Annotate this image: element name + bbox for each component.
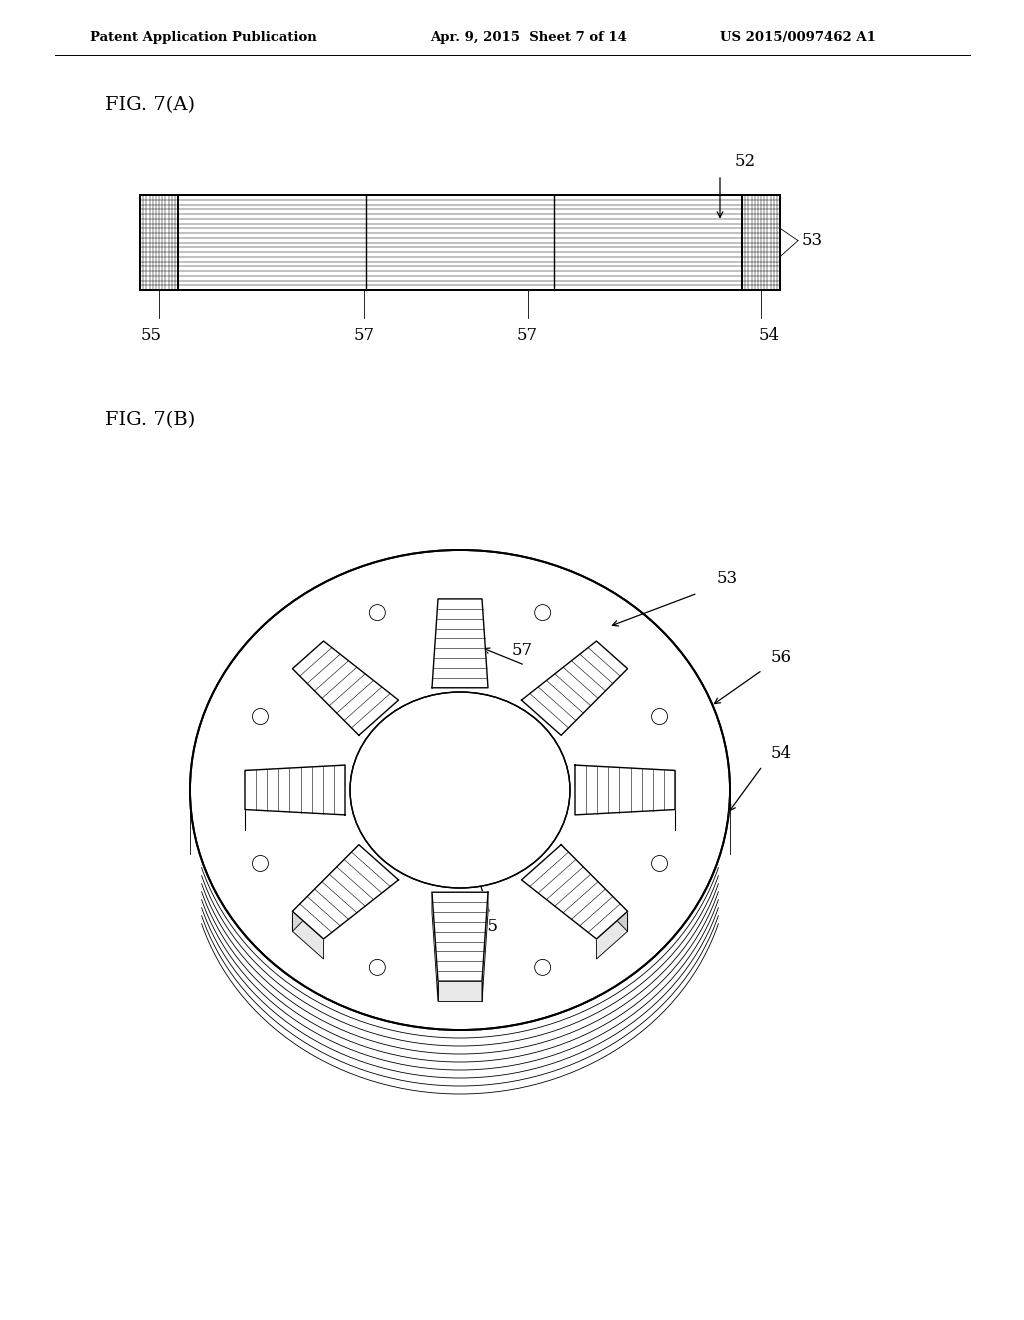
Text: 57: 57 bbox=[353, 326, 375, 343]
Polygon shape bbox=[293, 845, 358, 932]
Polygon shape bbox=[438, 981, 482, 1001]
Text: 55: 55 bbox=[477, 919, 499, 936]
Polygon shape bbox=[432, 892, 488, 981]
Polygon shape bbox=[521, 642, 628, 735]
Text: 56: 56 bbox=[770, 649, 792, 667]
Bar bbox=[742, 195, 780, 290]
Ellipse shape bbox=[350, 692, 570, 888]
Polygon shape bbox=[245, 766, 345, 791]
Polygon shape bbox=[575, 766, 675, 814]
Text: 57: 57 bbox=[511, 643, 532, 659]
Polygon shape bbox=[432, 892, 488, 981]
Text: US 2015/0097462 A1: US 2015/0097462 A1 bbox=[720, 30, 876, 44]
Text: Apr. 9, 2015  Sheet 7 of 14: Apr. 9, 2015 Sheet 7 of 14 bbox=[430, 30, 627, 44]
Bar bbox=[140, 195, 780, 290]
Text: 55: 55 bbox=[140, 326, 162, 343]
Polygon shape bbox=[596, 911, 628, 958]
Text: 52: 52 bbox=[735, 153, 756, 170]
Polygon shape bbox=[521, 845, 628, 939]
Polygon shape bbox=[245, 766, 345, 814]
Text: FIG. 7(A): FIG. 7(A) bbox=[105, 96, 195, 114]
Text: 57: 57 bbox=[517, 326, 539, 343]
Text: 54: 54 bbox=[759, 326, 779, 343]
Text: 53: 53 bbox=[802, 232, 823, 249]
Polygon shape bbox=[521, 642, 628, 735]
Polygon shape bbox=[293, 642, 398, 735]
Polygon shape bbox=[521, 845, 628, 939]
Polygon shape bbox=[293, 642, 398, 735]
Polygon shape bbox=[482, 892, 488, 1001]
Text: 53: 53 bbox=[717, 570, 737, 587]
Polygon shape bbox=[432, 599, 488, 688]
Polygon shape bbox=[561, 845, 628, 932]
Bar bbox=[140, 195, 780, 290]
Text: Patent Application Publication: Patent Application Publication bbox=[90, 30, 316, 44]
Polygon shape bbox=[575, 766, 675, 791]
Polygon shape bbox=[293, 845, 398, 939]
Polygon shape bbox=[293, 845, 398, 939]
Bar bbox=[742, 195, 780, 290]
Text: 54: 54 bbox=[770, 746, 792, 763]
Ellipse shape bbox=[190, 550, 730, 1030]
Polygon shape bbox=[432, 892, 438, 1001]
Text: FIG. 7(B): FIG. 7(B) bbox=[105, 411, 196, 429]
Polygon shape bbox=[432, 599, 488, 688]
Polygon shape bbox=[245, 766, 345, 814]
Bar bbox=[140, 195, 178, 290]
Polygon shape bbox=[293, 911, 324, 958]
Polygon shape bbox=[575, 766, 675, 814]
Bar bbox=[140, 195, 178, 290]
